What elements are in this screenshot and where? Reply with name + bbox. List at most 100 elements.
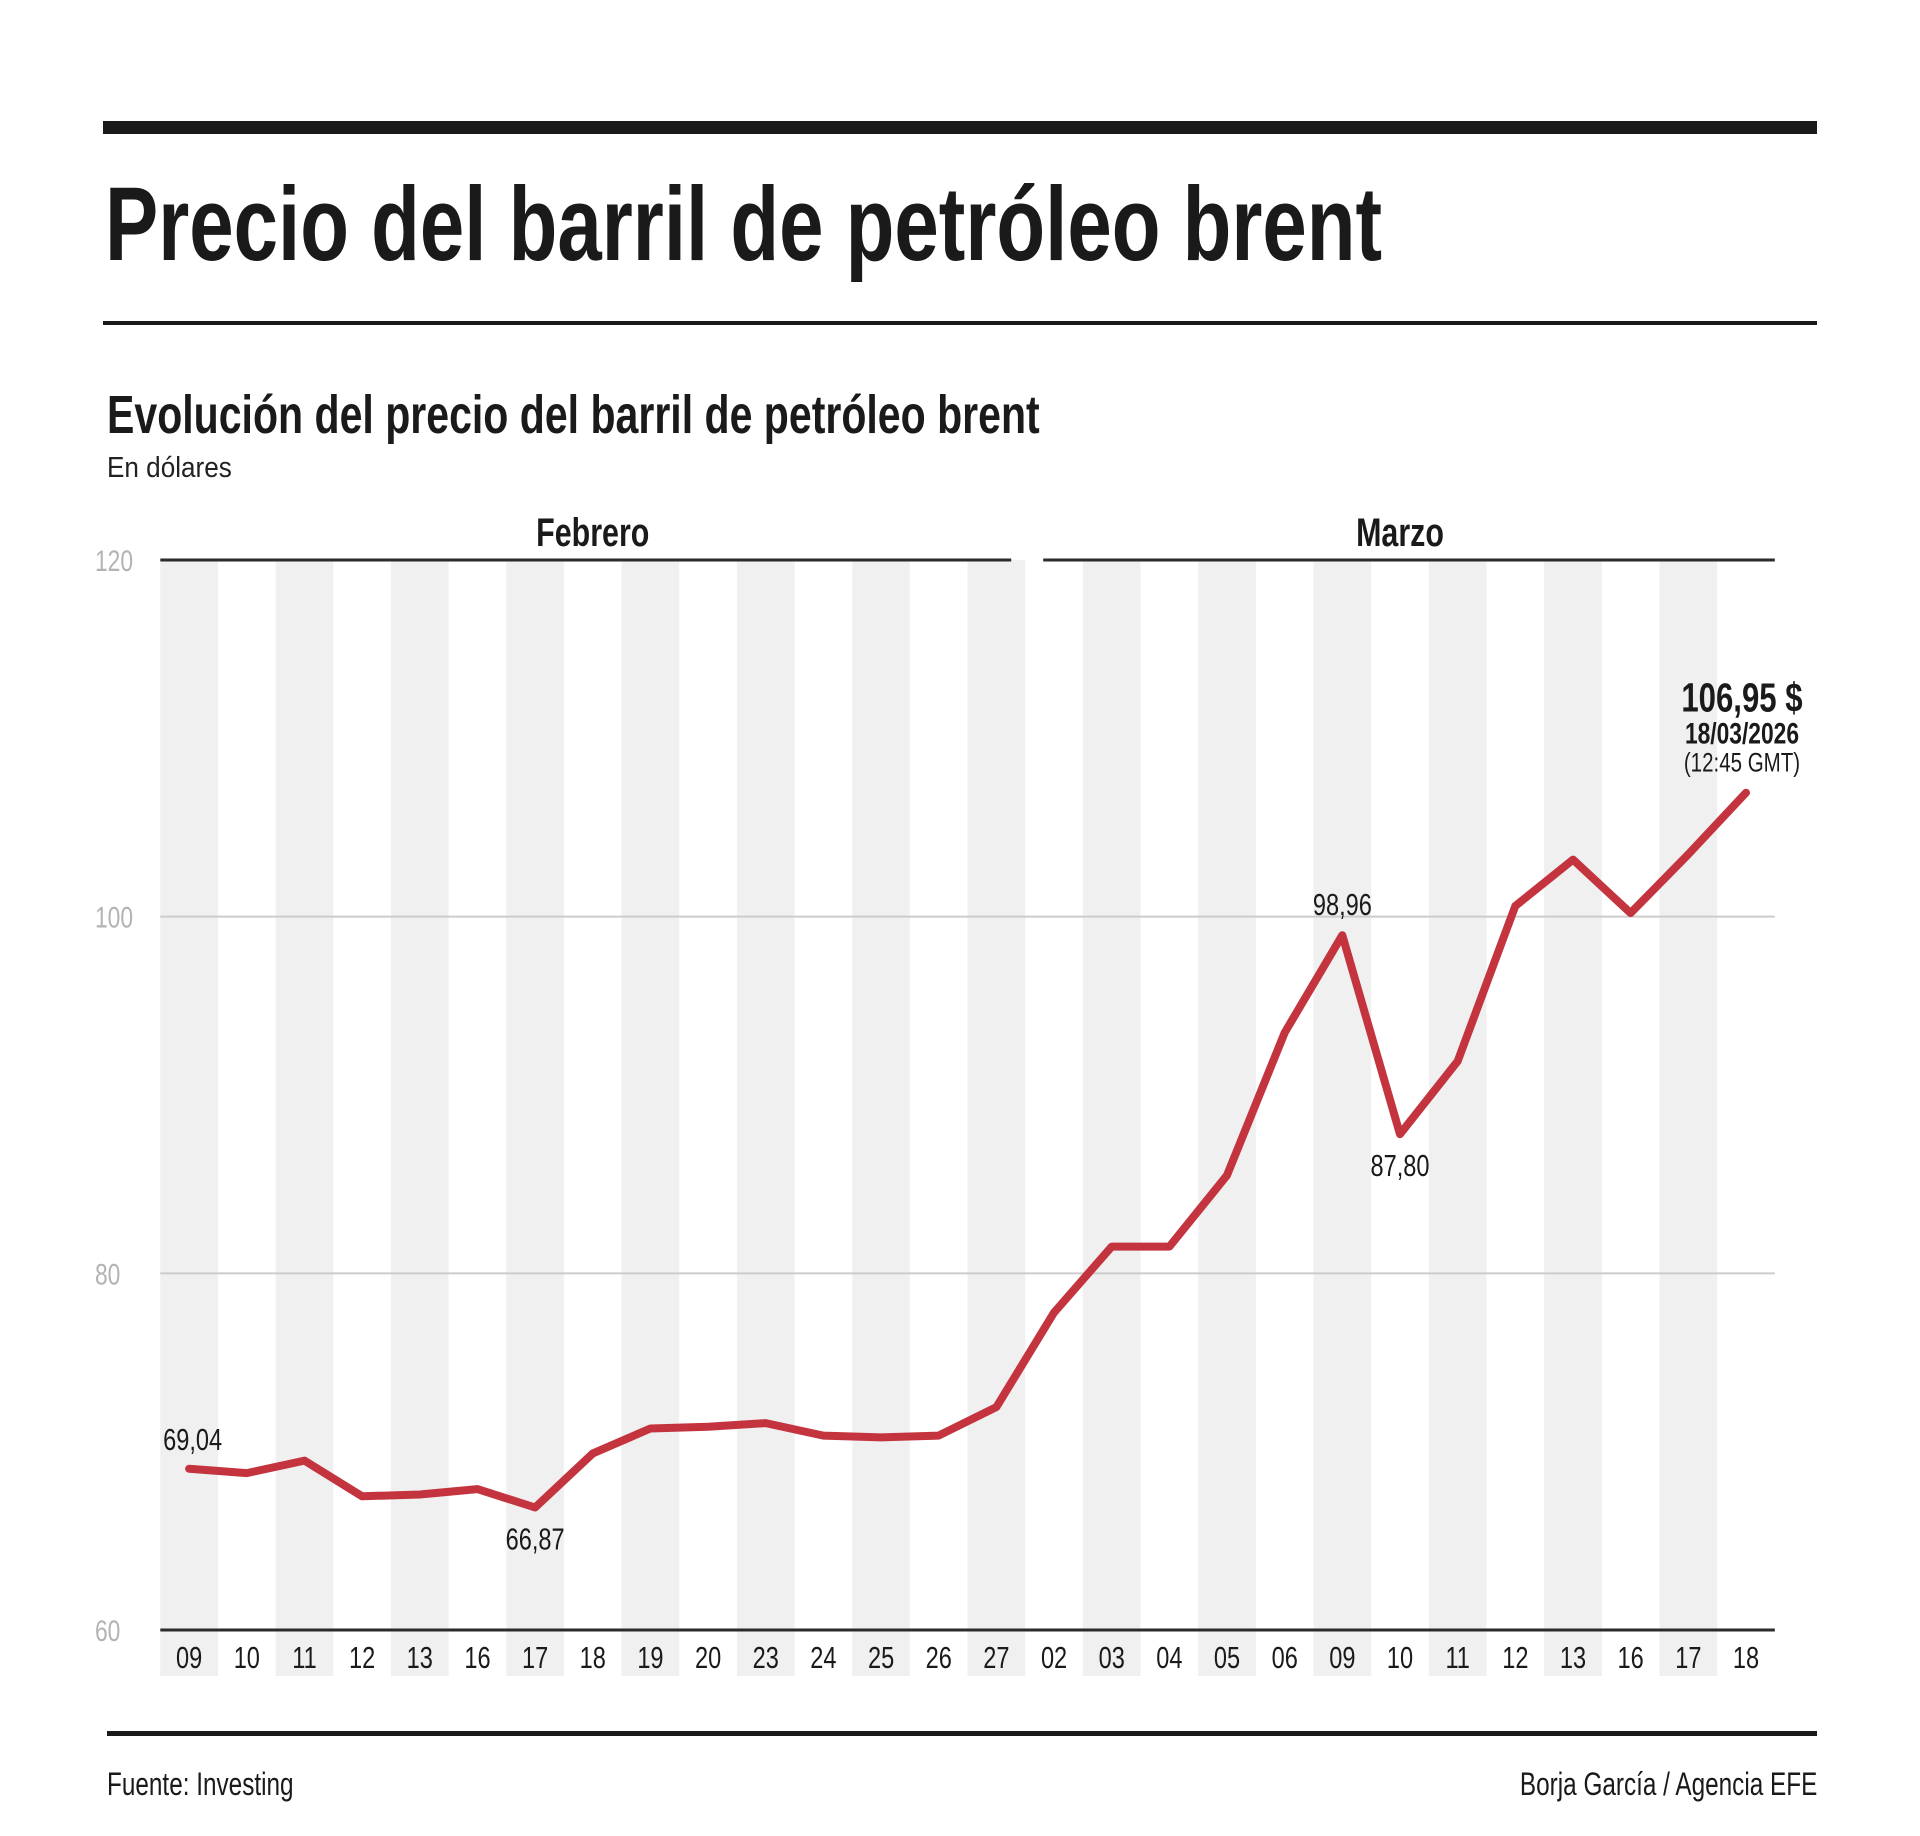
chart-units-label: En dólares [107,452,246,484]
last-price-time: (12:45 GMT) [1684,748,1800,778]
month-label-marzo: Marzo [1356,510,1444,555]
point-annotation-text: 87,80 [1371,1148,1430,1183]
point-annotation-text: 66,87 [506,1521,565,1556]
x-tick-label-text: 12 [349,1640,375,1675]
x-tick-label: 12 [1502,1640,1528,1675]
x-tick-label: 23 [753,1640,779,1675]
x-tick-label-text: 18 [1733,1640,1759,1675]
x-tick-label-text: 09 [1329,1640,1355,1675]
x-tick-label: 13 [1560,1640,1586,1675]
x-tick-label: 04 [1156,1640,1182,1675]
last-price-date: 18/03/2026 [1685,717,1799,751]
x-tick-label: 27 [983,1640,1009,1675]
x-tick-label: 25 [868,1640,894,1675]
source-label: Fuente: Investing [107,1766,352,1802]
column-stripe [1659,560,1718,1676]
x-tick-label-text: 03 [1099,1640,1125,1675]
x-tick-label: 18 [1733,1640,1759,1675]
x-tick-label-text: 18 [580,1640,606,1675]
x-tick-label-text: 04 [1156,1640,1182,1675]
y-tick-label-text: 120 [95,544,133,578]
last-price-time-text: (12:45 GMT) [1684,748,1800,778]
x-tick-label-text: 27 [983,1640,1009,1675]
column-stripe [1313,560,1372,1676]
point-annotation-text: 98,96 [1313,887,1372,922]
x-tick-label: 10 [1387,1640,1413,1675]
x-tick-label-text: 23 [753,1640,779,1675]
month-label-febrero: Febrero [536,510,649,555]
y-tick-label-text: 80 [95,1257,120,1291]
x-tick-label: 20 [695,1640,721,1675]
column-stripe [1544,560,1602,1676]
x-tick-label-text: 13 [407,1640,433,1675]
x-tick-label-text: 10 [1387,1640,1413,1675]
last-price-annotation-text: 106,95 $ [1681,675,1802,721]
chart-units-text: En dólares [107,452,232,484]
x-tick-label-text: 13 [1560,1640,1586,1675]
x-tick-label: 17 [522,1640,548,1675]
x-tick-label: 13 [407,1640,433,1675]
x-tick-label-text: 06 [1272,1640,1298,1675]
x-tick-label: 12 [349,1640,375,1675]
month-label-febrero-text: Febrero [536,510,649,555]
credit-label: Borja García / Agencia EFE [1426,1766,1817,1802]
x-tick-label: 03 [1099,1640,1125,1675]
column-stripe [1082,560,1141,1676]
x-tick-label-text: 24 [810,1640,836,1675]
x-tick-label: 09 [1329,1640,1355,1675]
chart-title: Evolución del precio del barril de petró… [107,386,1334,444]
column-stripe [967,560,1026,1676]
x-tick-label: 24 [810,1640,836,1675]
x-tick-label: 19 [637,1640,663,1675]
x-tick-label-text: 05 [1214,1640,1240,1675]
point-annotation-text: 69,04 [163,1422,222,1457]
chart-title-text: Evolución del precio del barril de petró… [107,385,1040,445]
x-tick-label: 06 [1272,1640,1298,1675]
x-tick-label: 11 [292,1640,316,1675]
month-label-marzo-text: Marzo [1356,510,1444,555]
x-tick-label-text: 16 [464,1640,490,1675]
column-stripe [736,560,795,1676]
x-tick-label: 18 [580,1640,606,1675]
x-tick-label: 02 [1041,1640,1067,1675]
column-stripe [390,560,449,1676]
x-tick-label: 11 [1445,1640,1469,1675]
column-stripe [1428,560,1487,1676]
point-annotation: 98,96 [1313,887,1372,922]
y-tick-label-text: 100 [95,901,133,935]
x-tick-label-text: 12 [1502,1640,1528,1675]
point-annotation: 87,80 [1371,1148,1430,1183]
column-stripe [160,560,218,1676]
x-tick-label: 05 [1214,1640,1240,1675]
x-tick-label-text: 19 [637,1640,663,1675]
x-tick-label-text: 09 [176,1640,202,1675]
y-tick-label-text: 60 [95,1614,120,1648]
page-title-text: Precio del barril de petróleo brent [105,166,1383,283]
x-tick-label: 09 [176,1640,202,1675]
title-divider [103,321,1817,325]
x-tick-label: 16 [1618,1640,1644,1675]
last-price-annotation: 106,95 $ [1681,675,1802,721]
point-annotation: 69,04 [163,1422,222,1457]
column-stripe [275,560,334,1676]
last-price-date-text: 18/03/2026 [1685,717,1799,751]
y-tick-label: 80 [95,1257,120,1291]
x-tick-label: 10 [234,1640,260,1675]
y-tick-label: 100 [95,901,133,935]
x-tick-label: 26 [926,1640,952,1675]
x-tick-label-text: 16 [1618,1640,1644,1675]
price-line [185,788,1750,1512]
column-stripe [852,560,910,1676]
credit-text: Borja García / Agencia EFE [1519,1766,1817,1802]
x-tick-label-text: 17 [1675,1640,1701,1675]
x-tick-label: 17 [1675,1640,1701,1675]
top-accent-bar [103,121,1817,134]
page-title: Precio del barril de petróleo brent [105,170,1785,280]
x-tick-label-text: 17 [522,1640,548,1675]
x-tick-label-text: 11 [1445,1640,1469,1675]
x-tick-label-text: 11 [292,1640,316,1675]
point-annotation: 66,87 [506,1521,565,1556]
x-tick-label-text: 25 [868,1640,894,1675]
